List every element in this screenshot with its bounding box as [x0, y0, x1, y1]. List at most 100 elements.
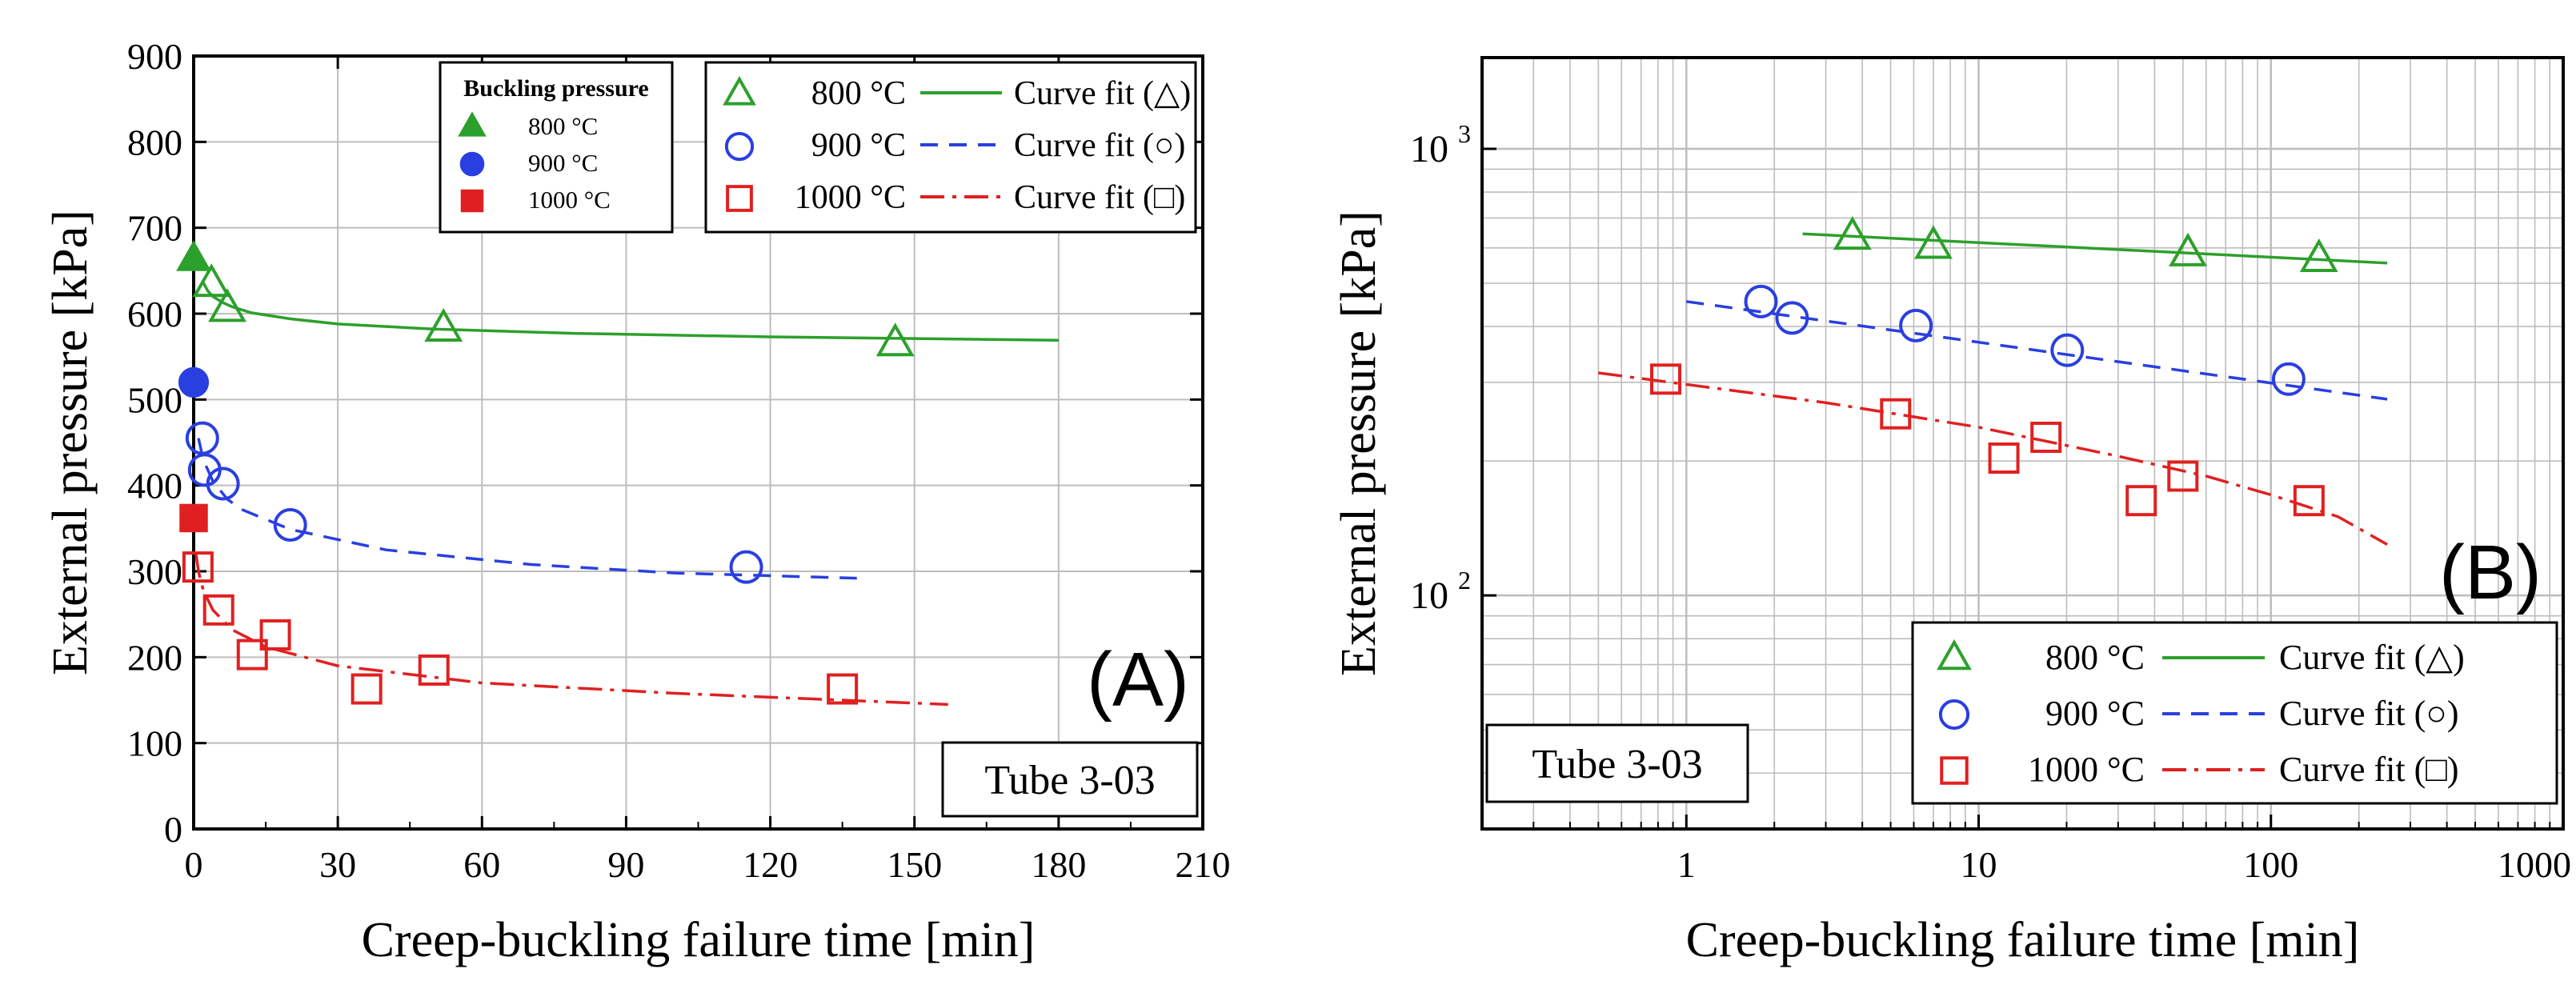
- data-point: [2299, 238, 2338, 273]
- series-b-1-markers: [1744, 284, 2306, 396]
- fit-line-b-2: [1598, 371, 2388, 547]
- buckling-legend-frame: [439, 61, 674, 234]
- buckling-markers: [176, 240, 211, 533]
- data-point: [2271, 362, 2306, 396]
- y-tick-label: 10: [1410, 128, 1448, 170]
- fit-line-0: [202, 282, 1059, 342]
- y-tick-label: 0: [164, 809, 182, 850]
- buckling-legend-label: 1000 °C: [528, 186, 611, 214]
- fit-line-b-1: [1686, 300, 2388, 401]
- y-axis-label: External pressure [kPa]: [43, 210, 98, 675]
- x-tick-label: 180: [1031, 844, 1086, 885]
- data-point: [2169, 232, 2207, 266]
- data-point: [1880, 398, 1912, 430]
- legend-fit-label: Curve fit (□): [1014, 179, 1185, 216]
- annotation-frame-a: [941, 741, 1199, 818]
- buckling-legend-marker: [460, 189, 484, 213]
- legend-fit-label: Curve fit (△): [1014, 75, 1191, 112]
- buckling-point: [176, 240, 211, 271]
- buckling-legend-title: Buckling pressure: [463, 75, 648, 102]
- legend-series-label: 800 °C: [811, 75, 906, 112]
- buckling-point: [178, 366, 210, 398]
- panel-b-frame: [1480, 56, 2565, 831]
- y-tick-exponent: 3: [1458, 119, 1471, 148]
- x-tick-label: 30: [319, 844, 356, 885]
- panel-label-a: (A): [1087, 637, 1189, 723]
- fit-line-2: [194, 554, 948, 707]
- legend-series-label: 900 °C: [2045, 694, 2145, 733]
- data-point: [2293, 485, 2325, 517]
- x-tick-label: 1000: [2498, 844, 2571, 885]
- x-tick-label: 60: [463, 844, 500, 885]
- legend-marker: [1938, 699, 1970, 731]
- data-point: [236, 639, 268, 671]
- main-legend-a: 800 °C Curve fit (△) 900 °C Curve fit (○) 10…: [704, 61, 1197, 234]
- x-tick-label: 120: [743, 844, 798, 885]
- annotation-b: Tube 3-03: [1532, 742, 1702, 787]
- data-point: [185, 421, 219, 455]
- panel-a-ticks: 0 30 60 90 120 150 180 210 0 100 200 300 400 500 600 70…: [127, 36, 1231, 885]
- data-point: [1650, 363, 1682, 395]
- data-point: [1775, 301, 1809, 335]
- data-point: [259, 619, 291, 651]
- legend-frame: [704, 61, 1197, 234]
- data-point: [2050, 333, 2085, 367]
- panel-b-ticks: 1 10 100 1000 10 2 10 3: [1410, 119, 2571, 885]
- panel-label-b: (B): [2439, 530, 2542, 615]
- data-point: [2167, 460, 2199, 492]
- y-tick-label: 10: [1410, 575, 1448, 617]
- y-tick-exponent: 2: [1458, 566, 1471, 595]
- legend-fit-label: Curve fit (○): [1014, 127, 1185, 164]
- legend-series-label: 800 °C: [2045, 638, 2145, 677]
- series-1-markers: [185, 421, 763, 584]
- x-tick-label: 90: [607, 844, 644, 885]
- y-tick-label: 700: [127, 208, 182, 249]
- y-tick-label: 100: [127, 723, 182, 764]
- x-tick-label: 150: [887, 844, 942, 885]
- data-point: [418, 654, 450, 686]
- data-point: [875, 322, 915, 357]
- x-tick-label: 10: [1961, 844, 1997, 885]
- legend-fit-label: Curve fit (△): [2279, 638, 2465, 677]
- y-axis-label-b: External pressure [kPa]: [1332, 210, 1386, 676]
- data-point: [192, 263, 231, 298]
- annotation-frame-b: [1485, 723, 1749, 803]
- data-point: [1988, 442, 2020, 474]
- y-tick-label: 200: [127, 637, 182, 678]
- buckling-legend-label: 800 °C: [528, 112, 598, 140]
- data-point: [1914, 225, 1953, 259]
- legend-marker: [1940, 756, 1969, 785]
- series-2-markers: [182, 551, 859, 705]
- data-point: [351, 673, 383, 705]
- legend-marker: [723, 75, 756, 106]
- legend-fit-label: Curve fit (○): [2279, 694, 2459, 733]
- series-b-0-markers: [1833, 216, 2338, 273]
- series-0-markers: [192, 263, 915, 357]
- x-tick-label: 210: [1176, 844, 1231, 885]
- legend-fit-label: Curve fit (□): [2279, 750, 2459, 789]
- data-point: [1899, 308, 1933, 342]
- legend-marker: [724, 131, 755, 162]
- main-legend-b: 800 °C Curve fit (△) 900 °C Curve fit (○) 10…: [1911, 621, 2558, 805]
- data-point: [202, 594, 234, 626]
- data-point: [182, 551, 214, 583]
- data-point: [2125, 485, 2157, 517]
- fit-line-1: [197, 438, 857, 580]
- x-tick-label: 1: [1677, 844, 1696, 885]
- legend-series-label: 1000 °C: [2028, 750, 2145, 789]
- data-point: [206, 466, 240, 501]
- buckling-legend-marker: [459, 151, 485, 177]
- x-axis-label-b: Creep-buckling failure time [min]: [1686, 913, 2360, 967]
- legend-marker: [1937, 639, 1972, 671]
- data-point: [208, 288, 246, 322]
- y-tick-label: 500: [127, 379, 182, 420]
- y-tick-label: 600: [127, 294, 182, 334]
- data-point: [2030, 421, 2062, 453]
- series-b-2-markers: [1650, 363, 2325, 517]
- y-tick-base: 10: [1410, 128, 1448, 170]
- panel-b: 1 10 100 1000 10 2 10 3 Creep-buckling failure t…: [1332, 56, 2571, 967]
- legend-series-label: 900 °C: [811, 127, 906, 164]
- buckling-legend-marker: [458, 111, 487, 137]
